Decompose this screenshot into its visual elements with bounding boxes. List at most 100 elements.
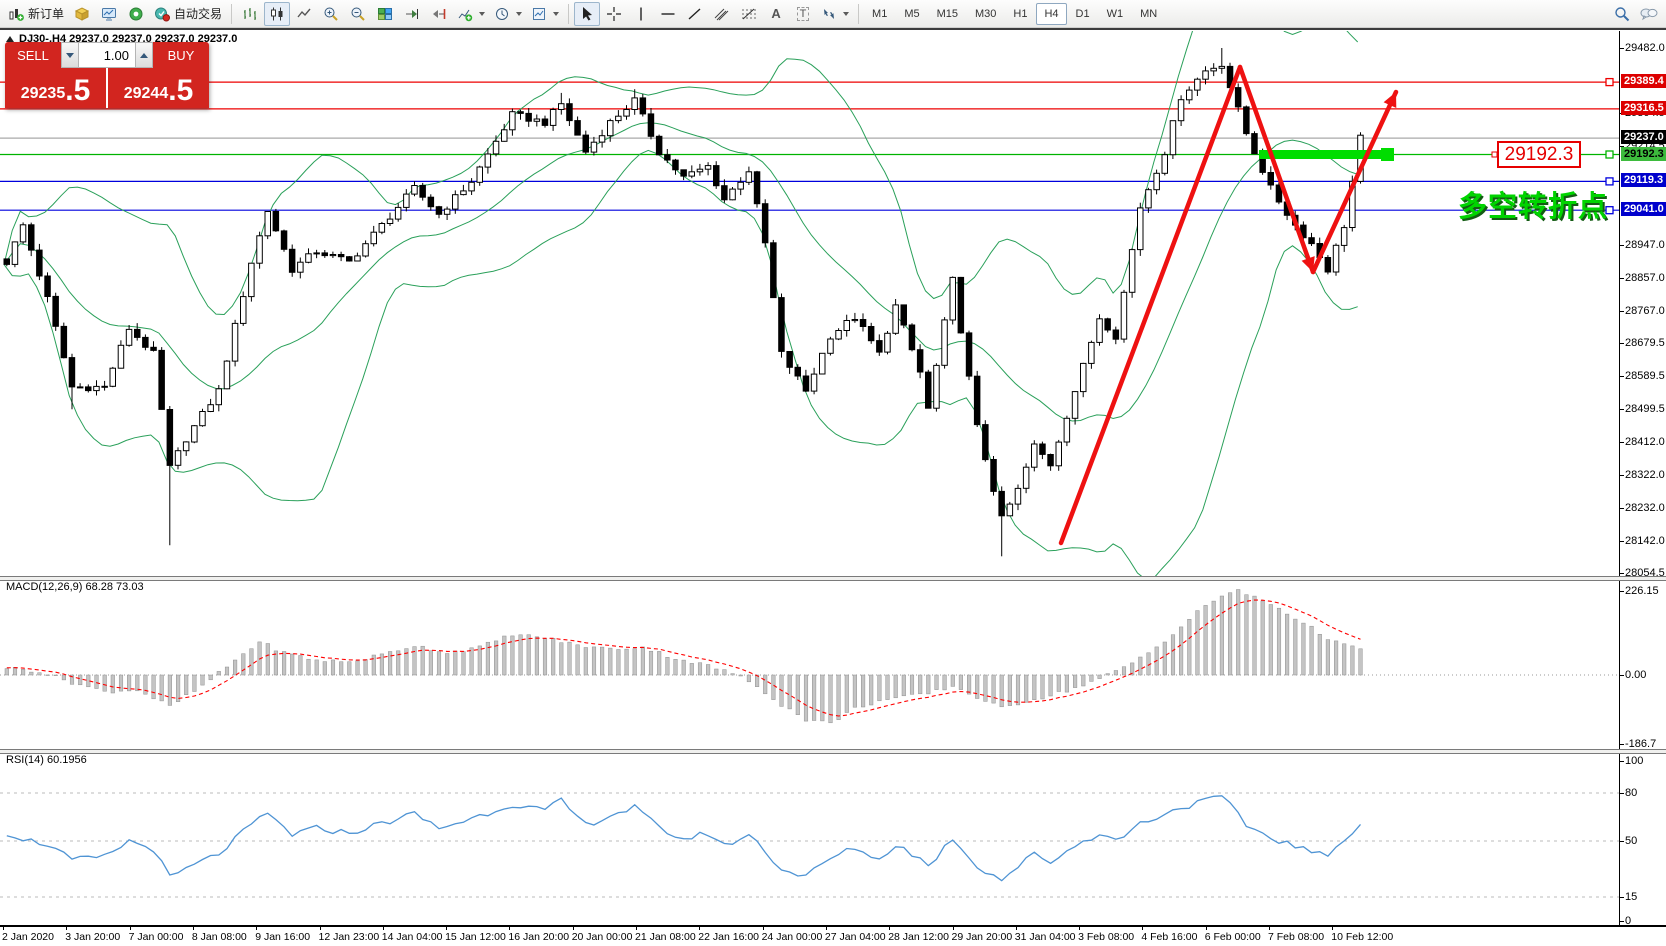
sell-price[interactable]: 29235.5 [5,68,106,108]
market-button[interactable] [123,2,149,26]
time-axis[interactable]: 2 Jan 2020 3 Jan 20:00 7 Jan 00:00 8 Jan 08… [0,926,1666,946]
zoom-out-button[interactable] [345,2,371,26]
arrows-dropdown-caret[interactable] [843,11,850,16]
price-axis[interactable]: 29482.029304.529214.528947.028857.028767… [1619,31,1666,927]
zoom-in-button[interactable] [318,2,344,26]
candlestick-chart-button[interactable] [264,1,291,26]
time-tick [952,927,954,930]
crosshair-tool-button[interactable] [601,2,627,26]
time-tick-label: 21 Jan 08:00 [635,931,696,943]
new-order-button[interactable]: 新订单 [4,2,68,26]
trendline-tool-button[interactable] [682,2,708,26]
fibonacci-tool-button[interactable] [736,2,762,26]
cursor-tool-button[interactable] [574,1,601,26]
text-tool-button[interactable]: A [763,2,789,26]
panel-separator[interactable] [0,576,1666,581]
templates-button[interactable] [527,2,563,26]
chart-plot-area[interactable] [0,31,1619,926]
one-click-collapse-icon[interactable] [6,36,14,42]
macd-panel[interactable] [0,589,1619,724]
price-tick-label: 28947.0 [1625,239,1665,251]
timeframe-button-H4[interactable]: H4 [1036,2,1067,25]
axis-tick [1619,442,1624,443]
timeframe-button-M1[interactable]: M1 [872,7,888,20]
time-tick-label: 7 Jan 00:00 [128,931,184,943]
bar-chart-button[interactable] [237,2,263,26]
chart-shift-button[interactable] [426,2,452,26]
equidistant-channel-tool-button[interactable] [709,2,735,26]
cursor-icon [583,6,593,20]
timeframe-button-W1[interactable]: W1 [1106,7,1124,20]
autotrading-icon [155,7,171,21]
time-tick-label: 27 Jan 04:00 [824,931,886,943]
volume-input[interactable] [79,42,135,68]
time-tick [762,927,764,930]
timeframe-button-M15[interactable]: M15 [936,7,958,20]
time-tick-label: 4 Feb 16:00 [1141,931,1198,943]
one-click-trading-panel[interactable]: SELL BUY 29235.5 29244.5 [5,42,209,108]
level-handles[interactable] [1605,77,1614,215]
macd-label: MACD(12,26,9) 68.28 73.03 [6,581,144,593]
indicators-button[interactable] [453,2,489,26]
zoom-out-icon [351,7,365,21]
metaeditor-icon [74,6,90,21]
metaeditor-button[interactable] [69,2,95,26]
arrows-tool-button[interactable] [817,2,853,26]
rsi-axis-label: 0 [1625,915,1632,927]
templates-dropdown-caret[interactable] [553,11,560,16]
sell-button[interactable]: SELL [5,42,61,68]
support-bar-drawing[interactable] [1259,148,1498,161]
price-tag-annotation[interactable]: 29192.3 [1497,141,1581,168]
arrows-tool-icon [824,8,835,19]
line-chart-button[interactable] [291,2,317,26]
time-tick [129,927,131,930]
horizontal-line-icon [661,12,675,15]
volume-increase-button[interactable] [135,42,153,68]
candles-layer[interactable] [3,48,1364,557]
price-level-label: 29316.5 [1621,101,1666,115]
autotrading-button[interactable]: 自动交易 [150,2,226,26]
time-tick-label: 7 Feb 08:00 [1268,931,1325,943]
time-tick-label: 3 Feb 08:00 [1078,931,1135,943]
axis-tick [1619,376,1624,377]
search-button[interactable] [1609,2,1635,26]
turning-point-note[interactable]: 多空转折点 [1458,191,1609,223]
timeframe-button-M30[interactable]: M30 [975,7,997,20]
templates-icon [533,7,546,20]
horizontal-levels[interactable] [0,81,1619,211]
rsi-label: RSI(14) 60.1956 [6,754,87,766]
tile-windows-button[interactable] [372,2,398,26]
timeframe-button-D1[interactable]: D1 [1075,7,1090,20]
price-tick-label: 28322.0 [1625,469,1665,481]
macd-axis-label: 0.00 [1625,669,1647,681]
chat-button[interactable] [1636,2,1662,26]
vertical-line-tool-button[interactable] [628,2,654,26]
bar-chart-icon [244,7,257,20]
auto-scroll-button[interactable] [399,2,425,26]
volume-decrease-button[interactable] [61,42,79,68]
price-level-label: 29119.3 [1621,173,1666,187]
timeframe-button-M5[interactable]: M5 [904,7,920,20]
axis-tick [1619,508,1624,509]
toolbar-separator [858,3,860,24]
trend-arrows-drawing[interactable] [1058,64,1399,546]
panel-separator[interactable] [0,749,1666,754]
periods-button[interactable] [490,2,526,26]
clock-icon [496,7,509,20]
text-label-tool-button[interactable]: T [790,2,816,26]
indicators-dropdown-caret[interactable] [479,11,486,16]
buy-button[interactable]: BUY [153,42,209,68]
rsi-panel[interactable] [0,792,1619,898]
time-tick [1015,927,1017,930]
bollinger-bands[interactable] [3,31,1359,581]
time-tick-label: 6 Feb 00:00 [1204,931,1261,943]
periods-dropdown-caret[interactable] [516,11,523,16]
new-chart-button[interactable] [96,2,122,26]
horizontal-line-tool-button[interactable] [655,2,681,26]
timeframe-button-H1[interactable]: H1 [1013,7,1028,20]
buy-price[interactable]: 29244.5 [108,68,209,108]
tile-windows-icon [378,7,393,20]
market-icon [129,7,143,20]
timeframe-button-MN[interactable]: MN [1140,7,1158,20]
price-axis-border [1619,31,1620,926]
